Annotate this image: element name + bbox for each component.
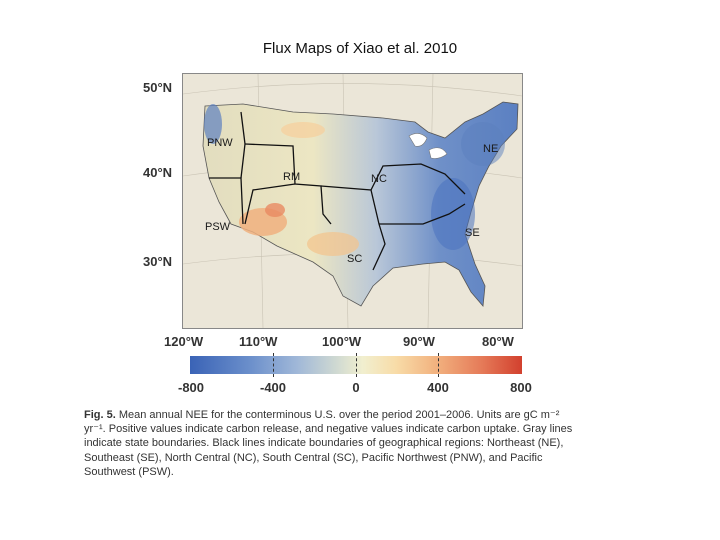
lon-label-100w: 100°W [322, 334, 362, 349]
colorbar-label: 400 [427, 380, 449, 395]
colorbar-tick [438, 353, 439, 377]
figure-caption-text: Mean annual NEE for the conterminous U.S… [84, 409, 573, 478]
colorbar-label: 0 [352, 380, 360, 395]
lat-label-50n: 50°N [143, 80, 173, 95]
release-patch-core [265, 203, 285, 217]
region-label-ne: NE [483, 143, 498, 155]
lon-label-120w: 120°W [164, 334, 204, 349]
great-lake [408, 133, 428, 147]
figure-caption: Fig. 5. Mean annual NEE for the contermi… [84, 408, 584, 479]
region-label-nc: NC [371, 173, 387, 185]
lon-label-90w: 90°W [403, 334, 435, 349]
region-boundaries [209, 111, 466, 271]
lat-label-30n: 30°N [143, 254, 173, 269]
colorbar-label: -400 [259, 380, 287, 395]
region-label-psw: PSW [205, 221, 231, 233]
colorbar-label: -800 [177, 380, 205, 395]
region-label-sc: SC [347, 253, 362, 265]
figure-number: Fig. 5. [84, 409, 116, 421]
lon-label-80w: 80°W [482, 334, 514, 349]
great-lake [428, 147, 448, 159]
lat-label-40n: 40°N [143, 165, 173, 180]
lon-label-110w: 110°W [239, 334, 278, 349]
release-patch-south [307, 232, 359, 256]
region-label-se: SE [465, 227, 480, 239]
uptake-patch-east [431, 178, 475, 250]
region-label-pnw: PNW [207, 137, 233, 149]
colorbar-tick [356, 353, 357, 377]
flux-map-graphic: PNW RM NC NE PSW SC SE [183, 74, 522, 328]
colorbar-tick [273, 353, 274, 377]
slide-title: Flux Maps of Xiao et al. 2010 [262, 40, 458, 57]
flux-map: PNW RM NC NE PSW SC SE [182, 73, 523, 329]
region-label-rm: RM [283, 171, 300, 183]
uptake-patch-northeast [461, 122, 505, 166]
release-patch-north [281, 122, 325, 138]
uptake-patch-pacific-northwest [204, 104, 222, 144]
colorbar-label: 800 [510, 380, 532, 395]
